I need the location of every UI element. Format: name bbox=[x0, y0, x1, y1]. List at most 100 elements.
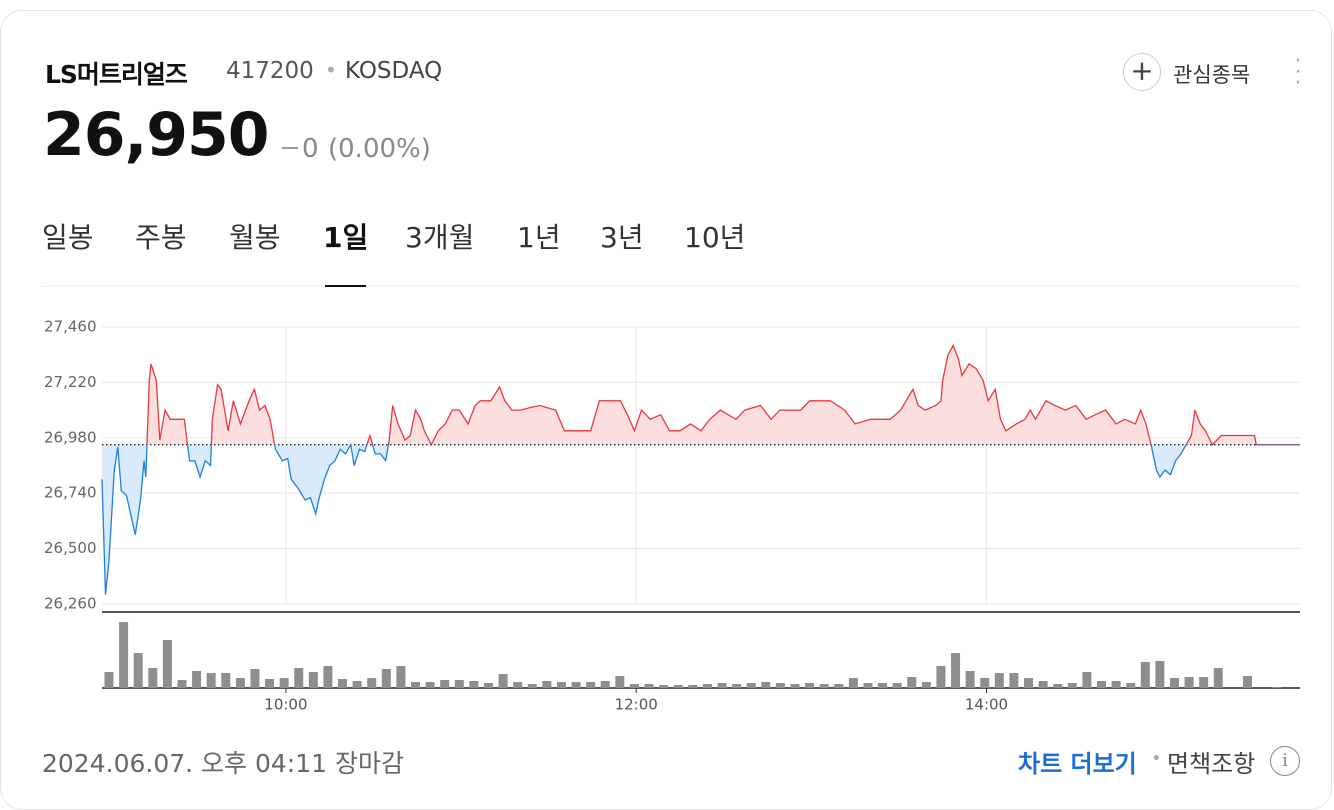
tab[interactable]: 1년 bbox=[517, 221, 561, 254]
volume-bar bbox=[994, 673, 1004, 688]
volume-bar bbox=[148, 668, 158, 688]
volume-bar bbox=[805, 683, 815, 688]
volume-bar bbox=[411, 682, 421, 688]
tab[interactable]: 월봉 bbox=[229, 221, 281, 254]
volume-bar bbox=[951, 653, 961, 688]
volume-bar bbox=[863, 683, 873, 688]
market: KOSDAQ bbox=[345, 58, 443, 84]
volume-bar bbox=[571, 682, 581, 688]
volume-bar bbox=[279, 678, 289, 688]
volume-bar bbox=[1009, 673, 1019, 688]
tab[interactable]: 주봉 bbox=[135, 221, 187, 254]
volume-bar bbox=[338, 679, 348, 688]
volume-bar bbox=[454, 680, 464, 688]
volume-bar bbox=[702, 684, 712, 688]
volume-bar bbox=[629, 684, 639, 688]
volume-bar bbox=[104, 672, 114, 688]
y-tick-label: 26,980 bbox=[44, 428, 97, 446]
volume-bar bbox=[221, 673, 231, 688]
more-chart-link[interactable]: 차트 더보기 bbox=[1018, 750, 1137, 778]
tab-underline bbox=[325, 285, 366, 287]
volume-bar bbox=[250, 669, 260, 688]
add-icon[interactable]: + bbox=[1123, 53, 1161, 91]
volume-bar bbox=[323, 666, 333, 688]
more-menu[interactable]: · · · bbox=[1294, 49, 1302, 96]
tab[interactable]: 일봉 bbox=[42, 221, 94, 254]
volume-bar bbox=[586, 682, 596, 688]
volume-bar bbox=[1213, 668, 1223, 688]
y-tick-label: 26,260 bbox=[44, 594, 97, 612]
tab[interactable]: 3년 bbox=[600, 221, 644, 254]
volume-bar bbox=[396, 666, 406, 688]
volume-bar bbox=[615, 676, 625, 688]
x-tick-label: 14:00 bbox=[965, 696, 1008, 714]
volume-bar bbox=[352, 681, 362, 688]
volume-bar bbox=[235, 678, 245, 688]
volume-bar bbox=[1272, 687, 1282, 688]
volume-bar bbox=[659, 685, 669, 688]
volume-bar bbox=[133, 653, 143, 688]
volume-bar bbox=[440, 680, 450, 688]
volume-bar bbox=[936, 666, 946, 688]
volume-bar bbox=[483, 683, 493, 688]
price: 26,950 bbox=[43, 100, 270, 170]
volume-bar bbox=[1199, 677, 1209, 688]
stock-name: LS머트리얼즈 bbox=[45, 60, 188, 89]
volume-bar bbox=[921, 682, 931, 688]
volume-bar bbox=[848, 678, 858, 688]
volume-bar bbox=[308, 672, 318, 688]
volume-bar bbox=[673, 685, 683, 688]
volume-bar bbox=[177, 680, 187, 688]
volume-bar bbox=[425, 682, 435, 688]
volume-bar bbox=[980, 678, 990, 688]
volume-bar bbox=[1111, 681, 1121, 688]
divider bbox=[42, 286, 1300, 287]
volume-bar bbox=[775, 683, 785, 688]
volume-bar bbox=[527, 684, 537, 688]
separator: • bbox=[1151, 748, 1162, 769]
volume-bar bbox=[965, 671, 975, 688]
volume-bar bbox=[790, 684, 800, 688]
volume-bar bbox=[294, 668, 304, 688]
volume-bar bbox=[265, 679, 275, 688]
info-icon[interactable]: i bbox=[1270, 746, 1300, 776]
volume-bar bbox=[878, 683, 888, 688]
volume-bar bbox=[1242, 676, 1252, 688]
volume-bar bbox=[1096, 681, 1106, 688]
volume-bar bbox=[834, 684, 844, 688]
watch-button[interactable]: 관심종목 bbox=[1173, 63, 1251, 87]
volume-bar bbox=[1053, 684, 1063, 688]
volume-bar bbox=[1155, 661, 1165, 688]
tab[interactable]: 1일 bbox=[323, 221, 369, 254]
volume-bar bbox=[367, 678, 377, 688]
volume-bar bbox=[542, 681, 552, 688]
volume-bar bbox=[717, 683, 727, 688]
y-tick-label: 27,220 bbox=[44, 373, 97, 391]
volume-bar bbox=[1082, 672, 1092, 688]
y-tick-label: 27,460 bbox=[44, 318, 97, 336]
flat-icon bbox=[282, 147, 298, 149]
volume-bar bbox=[556, 682, 566, 688]
timestamp: 2024.06.07. 오후 04:11 장마감 bbox=[42, 749, 404, 778]
volume-bar bbox=[498, 674, 508, 688]
volume-bar bbox=[907, 677, 917, 688]
volume-bar bbox=[1024, 678, 1034, 688]
y-tick-label: 26,740 bbox=[44, 484, 97, 502]
tab[interactable]: 10년 bbox=[684, 221, 746, 254]
disclaimer-link[interactable]: 면책조항 bbox=[1167, 750, 1256, 778]
volume-bar bbox=[1038, 681, 1048, 688]
tab[interactable]: 3개월 bbox=[405, 221, 475, 254]
volume-bar bbox=[469, 681, 479, 688]
price-line bbox=[101, 343, 1300, 595]
volume-bar bbox=[119, 622, 129, 688]
y-tick-label: 26,500 bbox=[44, 539, 97, 557]
volume-bar bbox=[644, 684, 654, 688]
volume-bar bbox=[1067, 683, 1077, 688]
volume-bar bbox=[819, 684, 829, 688]
separator: • bbox=[325, 58, 337, 82]
change: 0 bbox=[302, 134, 319, 164]
volume-bar bbox=[600, 681, 610, 688]
volume-bar bbox=[892, 683, 902, 688]
volume-bar bbox=[1169, 678, 1179, 688]
volume-bar bbox=[688, 685, 698, 688]
